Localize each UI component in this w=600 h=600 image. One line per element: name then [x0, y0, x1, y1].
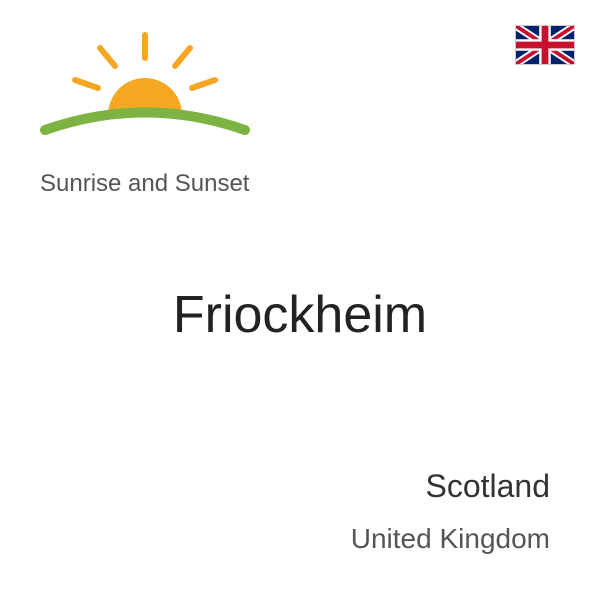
region-label: Scotland	[425, 468, 550, 505]
logo-area: Sunrise and Sunset	[30, 20, 310, 200]
uk-flag-icon	[515, 25, 575, 65]
country-label: United Kingdom	[351, 523, 550, 555]
sunrise-logo-icon	[30, 20, 260, 160]
site-title: Sunrise and Sunset	[40, 170, 310, 198]
place-name: Friockheim	[0, 285, 600, 345]
